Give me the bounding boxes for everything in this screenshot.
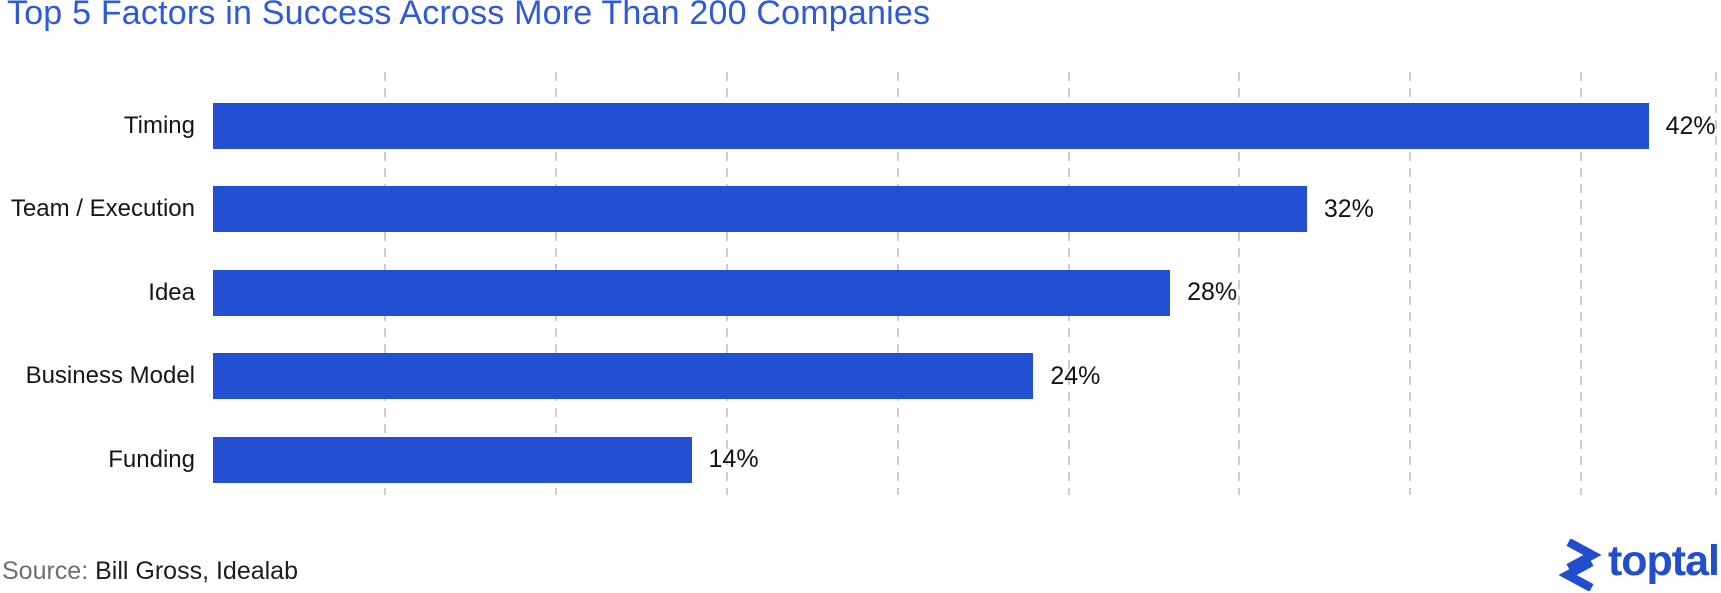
category-label: Business Model	[25, 362, 195, 390]
category-label: Idea	[148, 278, 195, 306]
toptal-wordmark: toptal	[1607, 536, 1720, 585]
category-label: Timing	[123, 112, 195, 139]
source-line: Source: Bill Gross, Idealab	[2, 557, 298, 586]
bar	[213, 103, 1649, 149]
value-label: 42%	[1665, 111, 1716, 140]
category-label: Funding	[108, 445, 195, 473]
value-label: 24%	[1050, 361, 1101, 390]
value-label: 14%	[708, 445, 759, 474]
bar-row-team-execution: Team / Execution 32%	[0, 186, 1721, 233]
gridline-35	[1409, 72, 1412, 495]
gridline-30	[1238, 72, 1241, 495]
bar-chart: Timing 42% Team / Execution 32% Idea 28% Busin…	[0, 72, 1721, 495]
chart-title: Top 5 Factors in Success Across More Tha…	[7, 0, 931, 32]
bar	[213, 353, 1034, 400]
bar-row-business-model: Business Model 24%	[0, 353, 1721, 400]
bar-track: 14%	[213, 436, 1717, 483]
value-label: 28%	[1187, 278, 1238, 307]
value-label: 32%	[1323, 194, 1374, 223]
bar-row-idea: Idea 28%	[0, 269, 1721, 316]
bar	[213, 436, 692, 483]
bar-track: 28%	[213, 269, 1717, 316]
toptal-logo[interactable]: toptal	[1558, 536, 1720, 591]
category-label: Team / Execution	[10, 195, 195, 223]
bar	[213, 269, 1171, 316]
bar-row-funding: Funding 14%	[0, 436, 1721, 483]
bar-track: 42%	[213, 103, 1717, 149]
gridline-40	[1580, 72, 1583, 495]
bar-track: 32%	[213, 186, 1717, 233]
source-text: Bill Gross, Idealab	[88, 557, 298, 585]
toptal-chevrons-icon	[1558, 539, 1602, 591]
bar-row-timing: Timing 42%	[0, 103, 1721, 149]
bar	[213, 186, 1307, 233]
plot-right-border	[1715, 72, 1717, 495]
bar-track: 24%	[213, 353, 1717, 400]
source-label: Source:	[2, 557, 89, 585]
bar-rows: Timing 42% Team / Execution 32% Idea 28% Busin…	[0, 103, 1721, 483]
